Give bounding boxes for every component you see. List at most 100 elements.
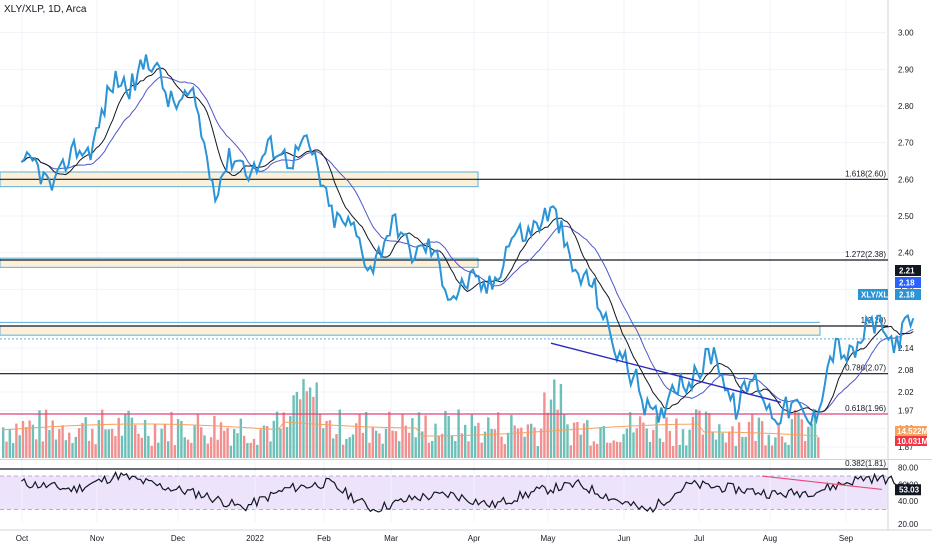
volume-bar [28,420,31,458]
volume-bar [477,422,480,458]
volume-bar [54,439,58,458]
volume-bar [328,420,332,458]
volume-bar [813,409,817,458]
volume-bar [348,437,351,458]
x-tick-label: Apr [468,534,481,543]
volume-bar [341,444,345,458]
volume-bar [421,431,424,458]
volume-bar [714,439,718,458]
volume-bar [18,435,21,458]
price-tag-value: 2.21 [899,267,915,276]
volume-bar [58,429,61,458]
volume-bar [381,443,384,458]
volume-bar [147,435,150,458]
volume-bar [272,420,275,458]
volume-bar [233,428,236,458]
volume-bar [493,429,497,458]
y-tick-label: 1.87 [898,443,914,452]
volume-bar [2,427,5,458]
volume-bar [110,428,114,458]
volume-bar [431,440,434,458]
volume-bar [671,445,675,458]
volume-bar [176,419,180,458]
volume-bar [774,437,777,458]
volume-bar [520,427,523,458]
volume-bar [599,427,602,458]
volume-bar [734,445,737,458]
volume-bar [500,436,503,458]
volume-bar [777,422,780,458]
rsi-y-tick-label: 40.00 [898,497,919,506]
volume-bar [510,415,513,458]
price-tag-box [895,265,921,276]
volume-bar [368,442,371,458]
volume-bar [101,409,104,458]
volume-bar [44,409,48,458]
volume-bar [513,425,516,458]
volume-tag-value: 10.031M [897,437,928,446]
volume-bar [295,391,299,458]
volume-bar [780,436,784,458]
volume-bar [652,430,655,458]
price-tag-name: XLY/XLP [861,291,894,300]
volume-bar [675,418,678,458]
volume-bar [404,425,407,458]
volume-tag-box [895,426,927,436]
volume-bar [523,436,526,458]
price-line [20,54,915,428]
volume-bar [444,411,447,458]
volume-bar [384,428,388,458]
volume-bar [209,437,213,458]
volume-bar [153,423,157,458]
volume-bar [741,436,744,458]
volume-bar [767,434,770,458]
x-tick-label: Aug [763,534,777,543]
volume-bar [279,428,282,458]
volume-bar [648,441,652,458]
volume-bar [576,422,579,458]
volume-bar [701,434,704,458]
volume-bar [622,434,625,458]
volume-bar [533,427,536,458]
volume-bar [414,437,417,458]
volume-bar [434,423,437,458]
volume-bar [790,419,794,458]
y-tick-label: 2.02 [898,388,914,397]
volume-bar [266,425,269,458]
fib-level-label: 1.618(2.60) [845,169,886,178]
volume-bar [731,426,734,458]
x-tick-label: 2022 [246,534,264,543]
volume-bar [262,425,266,458]
volume-bar [41,441,44,458]
volume-bar [619,442,622,458]
volume-bar [150,445,153,458]
volume-bar [546,412,549,458]
volume-bar [71,442,74,458]
volume-bar [216,439,219,458]
volume-bar [355,423,358,458]
volume-bar [117,417,120,458]
volume-bar [698,410,701,458]
volume-bar [21,421,25,458]
rsi-trendline [761,475,883,491]
volume-bar [312,396,315,458]
volume-bar [322,428,325,458]
volume-bar [51,420,54,458]
volume-bar [629,412,632,458]
rsi-tag-value: 53.03 [899,486,920,495]
volume-bar [203,435,206,458]
volume-bar [249,442,252,458]
volume-bar [318,414,322,458]
volume-bar [467,441,470,458]
volume-bar [470,414,473,458]
volume-bar [563,413,566,458]
volume-bar [91,428,94,458]
volume-bar [447,415,450,458]
volume-bar [718,424,721,458]
volume-bar [361,432,365,458]
volume-bar [543,392,546,458]
volume-bar [186,439,190,458]
volume-bar [787,444,790,458]
